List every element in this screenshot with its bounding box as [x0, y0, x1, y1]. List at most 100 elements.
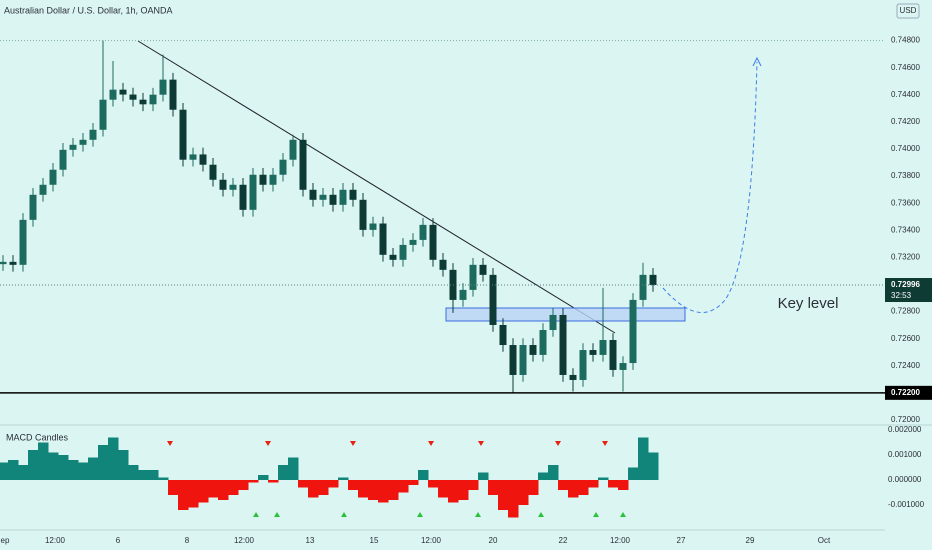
histogram-bar: [38, 442, 49, 480]
histogram-bar: [408, 480, 419, 485]
projection-path: [662, 61, 758, 313]
candle-body: [399, 244, 407, 260]
y-tick-label: 0.73200: [891, 252, 920, 261]
candle-body: [499, 324, 507, 346]
candle-body: [229, 184, 237, 190]
y-tick-label: 0.72800: [891, 307, 920, 316]
candle-body: [119, 89, 127, 95]
y-tick-label: 0.73400: [891, 225, 920, 234]
histogram-bar: [648, 452, 659, 480]
candle-body: [409, 239, 417, 245]
candle-body: [569, 374, 577, 380]
candle-body: [549, 314, 557, 330]
x-tick-label: 12:00: [45, 536, 66, 545]
candle-body: [589, 350, 597, 355]
histogram-bar: [498, 480, 509, 510]
level-label: 0.72200: [891, 388, 920, 397]
x-tick-label: 6: [116, 536, 121, 545]
histogram-bar: [348, 480, 359, 490]
histogram-bar: [18, 465, 29, 480]
histogram-bar: [318, 480, 329, 495]
candle-body: [239, 184, 247, 210]
indicator-title: MACD Candles: [6, 432, 69, 442]
candle-body: [369, 223, 377, 230]
histogram-bar: [638, 437, 649, 480]
chart-title: Australian Dollar / U.S. Dollar, 1h, OAN…: [4, 5, 173, 15]
candle-body: [219, 179, 227, 190]
projection-arrow: [752, 56, 762, 67]
y-tick-label: 0.74000: [891, 144, 920, 153]
histogram-bar: [628, 467, 639, 480]
histogram-bar: [148, 470, 159, 480]
histogram-bar: [578, 480, 589, 495]
sell-signals: [167, 441, 608, 446]
histogram-bar: [478, 472, 489, 480]
histogram-bar: [608, 480, 619, 488]
histogram-bar: [228, 480, 239, 495]
y-tick-label: -0.001000: [888, 500, 925, 509]
histogram-bar: [398, 480, 409, 493]
histogram-bar: [288, 457, 299, 480]
candle-body: [89, 129, 97, 140]
histogram-bar: [428, 480, 439, 488]
candle-body: [129, 94, 137, 100]
histogram-bar: [188, 480, 199, 508]
y-tick-label: 0.74800: [891, 36, 920, 45]
histogram-bar: [138, 470, 149, 480]
y-tick-label: 0.74600: [891, 63, 920, 72]
candle-body: [579, 350, 587, 380]
candle-body: [649, 274, 657, 286]
candle-body: [179, 109, 187, 160]
candle-body: [619, 363, 627, 370]
histogram-bar: [28, 450, 39, 480]
x-tick-label: 27: [677, 536, 686, 545]
candle-body: [529, 345, 537, 355]
candle-body: [139, 99, 147, 105]
candle-body: [469, 264, 477, 290]
x-tick-label: ep: [1, 536, 10, 545]
histogram-bar: [468, 480, 479, 490]
histogram-bar: [68, 460, 79, 480]
x-tick-label: 8: [185, 536, 190, 545]
candle-body: [49, 169, 57, 185]
countdown: 32:53: [891, 291, 912, 300]
currency: USD: [900, 6, 917, 15]
candle-body: [489, 274, 497, 325]
histogram-bar: [518, 480, 529, 505]
histogram-bar: [278, 465, 289, 480]
candle-body: [39, 184, 47, 195]
currency-box: [896, 3, 920, 19]
histogram-bar: [268, 480, 279, 483]
histogram-bar: [528, 480, 539, 495]
candle-body: [559, 314, 567, 375]
trend-line: [137, 40, 616, 334]
y-tick-label: 0.72000: [891, 415, 920, 424]
candle-body: [159, 79, 167, 95]
buy-signals: [253, 512, 626, 517]
histogram-bar: [418, 470, 429, 480]
histogram-bar: [208, 480, 219, 498]
candle-body: [329, 194, 337, 205]
candle-body: [349, 189, 357, 200]
candle-body: [439, 259, 447, 270]
candle-body: [99, 99, 107, 130]
histogram-bar: [0, 462, 9, 480]
candle-body: [209, 164, 217, 180]
level-label-bg: [885, 385, 932, 400]
candle-body: [19, 219, 27, 265]
annotation: Key level: [778, 295, 839, 312]
candle-body: [429, 224, 437, 260]
candle-body: [169, 79, 177, 110]
candle-body: [609, 340, 617, 370]
y-tick-label: 0.72400: [891, 361, 920, 370]
candle-body: [419, 224, 427, 240]
candle-body: [59, 149, 67, 170]
candle-body: [69, 144, 77, 150]
histogram-bar: [448, 480, 459, 503]
candle-body: [0, 261, 7, 265]
candle-body: [149, 94, 157, 105]
y-tick-label: 0.001000: [888, 450, 922, 459]
y-tick-label: 0.002000: [888, 425, 922, 434]
histogram-bar: [308, 480, 319, 498]
x-tick-label: 22: [559, 536, 568, 545]
